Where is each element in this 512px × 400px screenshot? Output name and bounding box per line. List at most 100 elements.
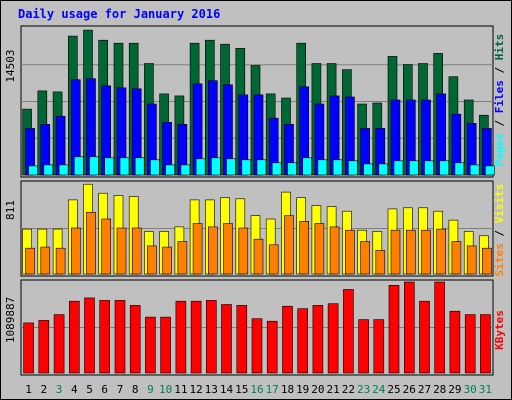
bar-sites-day-4 (71, 227, 81, 275)
legend-entry: KBytes (493, 310, 506, 350)
bar-kbytes-day-7 (114, 300, 126, 374)
x-tick-label: 18 (281, 383, 294, 396)
x-tick-label: 2 (40, 383, 47, 396)
x-tick-label: 28 (433, 383, 446, 396)
bar-sites-day-3 (55, 247, 66, 275)
chart-panels: 14503 Pages / Files / Hits 811 Sites / Visi… (4, 25, 506, 376)
bar-sites-day-12 (192, 223, 203, 275)
bar-kbytes-day-18 (282, 305, 293, 374)
bar-pages-day-8 (134, 157, 145, 176)
bar-kbytes-day-17 (266, 320, 278, 374)
bar-pages-day-5 (89, 156, 99, 176)
bar-pages-day-19 (302, 157, 313, 176)
legend: Pages / Files / Hits (493, 34, 506, 167)
bar-sites-day-27 (421, 229, 431, 275)
bar-sites-day-23 (360, 241, 370, 275)
bar-sites-day-26 (405, 229, 416, 275)
bar-kbytes-day-30 (464, 314, 476, 374)
x-tick-label: 15 (235, 383, 248, 396)
bar-pages-day-9 (150, 159, 160, 176)
x-axis-labels: 1 2 3 4 5 6 7 8 9 10 11 12 13 14 15 16 17 18 19 20 21 22 23 24 2… (25, 383, 492, 396)
bar-kbytes-day-8 (129, 305, 141, 374)
legend: Sites / Visits (493, 184, 506, 277)
x-tick-label: 13 (205, 383, 218, 396)
bar-sites-day-20 (314, 223, 325, 275)
bar-kbytes-day-16 (251, 318, 263, 374)
x-tick-label: 29 (448, 383, 461, 396)
chart-title: Daily usage for January 2016 (18, 7, 220, 21)
bar-pages-day-27 (424, 160, 434, 176)
legend-entry: Sites (493, 243, 506, 276)
bar-pages-day-3 (58, 164, 69, 176)
bar-pages-day-20 (317, 159, 328, 176)
panel-visits-sites: 811 Sites / Visits (4, 180, 506, 277)
x-tick-label: 22 (342, 383, 355, 396)
bar-pages-day-10 (165, 164, 175, 176)
x-tick-label: 20 (311, 383, 324, 396)
x-tick-label: 27 (418, 383, 431, 396)
bar-pages-day-25 (393, 160, 404, 176)
x-tick-label: 21 (326, 383, 339, 396)
bar-pages-day-23 (363, 163, 373, 176)
x-tick-label: 17 (266, 383, 279, 396)
legend-entry: Pages (493, 133, 506, 166)
legend-entry: Hits (493, 34, 506, 61)
bar-sites-day-29 (451, 241, 462, 275)
legend: KBytes (493, 310, 506, 350)
bar-kbytes-day-1 (23, 322, 34, 374)
bar-sites-day-16 (253, 238, 264, 275)
max-value-label: 811 (4, 200, 17, 220)
bar-kbytes-day-20 (312, 305, 324, 374)
bar-sites-day-17 (268, 244, 279, 275)
bar-sites-day-30 (466, 245, 477, 275)
bar-sites-day-19 (299, 221, 310, 275)
bar-pages-day-31 (485, 165, 495, 176)
x-tick-label: 7 (117, 383, 124, 396)
bar-sites-day-28 (436, 228, 447, 275)
bar-sites-day-5 (86, 212, 96, 275)
bar-pages-day-22 (348, 160, 358, 176)
x-tick-label: 9 (147, 383, 154, 396)
bar-pages-day-6 (104, 157, 114, 176)
x-tick-label: 19 (296, 383, 309, 396)
bar-sites-day-11 (177, 241, 188, 275)
x-tick-label: 5 (86, 383, 93, 396)
bar-kbytes-day-10 (160, 316, 171, 374)
bar-sites-day-8 (131, 227, 142, 275)
bar-pages-day-16 (256, 159, 267, 176)
bar-pages-day-24 (378, 163, 389, 176)
bar-sites-day-14 (223, 223, 233, 275)
x-tick-label: 4 (71, 383, 78, 396)
max-value-label: 14503 (4, 49, 17, 82)
x-tick-label: 26 (403, 383, 416, 396)
legend-entry: Files (493, 80, 506, 113)
bar-sites-day-18 (284, 215, 294, 275)
panel-hits-files-pages: 14503 Pages / Files / Hits (4, 25, 506, 178)
bar-kbytes-day-31 (480, 314, 491, 374)
bar-pages-day-4 (74, 156, 84, 176)
x-tick-label: 14 (220, 383, 234, 396)
x-tick-label: 11 (174, 383, 187, 396)
bar-kbytes-day-23 (358, 319, 369, 374)
bar-pages-day-18 (287, 162, 297, 176)
bar-kbytes-day-15 (236, 305, 248, 374)
bar-pages-day-12 (195, 158, 206, 176)
bar-pages-day-26 (408, 160, 419, 176)
bar-sites-day-25 (390, 229, 401, 275)
x-tick-label: 12 (189, 383, 202, 396)
legend-entry: Visits (493, 184, 506, 224)
bar-kbytes-day-5 (84, 297, 95, 374)
bar-kbytes-day-12 (190, 300, 202, 374)
bar-kbytes-day-14 (221, 304, 232, 374)
bar-sites-day-10 (162, 246, 172, 275)
x-tick-label: 10 (159, 383, 172, 396)
bar-pages-day-7 (119, 157, 130, 176)
bar-sites-day-31 (482, 247, 492, 275)
bar-pages-day-11 (180, 164, 191, 176)
bar-sites-day-2 (40, 246, 51, 275)
x-tick-label: 31 (479, 383, 492, 396)
bar-kbytes-day-26 (403, 281, 415, 374)
bar-sites-day-24 (375, 250, 386, 275)
bar-kbytes-day-11 (175, 300, 187, 374)
bar-kbytes-day-13 (206, 300, 217, 374)
